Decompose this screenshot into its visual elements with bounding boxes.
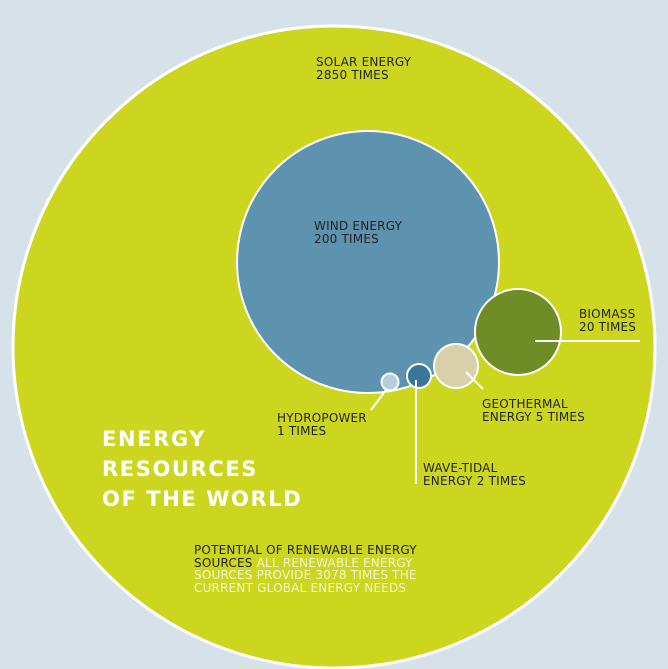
hydropower-circle — [380, 372, 400, 392]
wind-circle — [236, 130, 500, 394]
title-line-3: OF THE WORLD — [102, 487, 303, 511]
hydropower-name: HYDROPOWER — [277, 411, 367, 425]
solar-value: 2850 TIMES — [316, 68, 389, 82]
hydropower-leader-line — [370, 389, 387, 411]
biomass-label: BIOMASS 20 TIMES — [579, 308, 636, 334]
diagram-title: ENERGY RESOURCES OF THE WORLD — [102, 424, 302, 514]
geothermal-value: ENERGY 5 TIMES — [482, 410, 585, 424]
biomass-circle — [474, 288, 562, 376]
note-text: ALL RENEWABLE ENERGY SOURCES PROVIDE 307… — [194, 555, 417, 595]
wave-tidal-name: WAVE-TIDAL — [423, 461, 498, 475]
wind-name: WIND ENERGY — [314, 219, 403, 233]
title-line-1: ENERGY — [102, 427, 207, 451]
wind-value: 200 TIMES — [314, 232, 379, 246]
geothermal-circle — [433, 343, 479, 389]
solar-label: SOLAR ENERGY 2850 TIMES — [316, 56, 411, 82]
wave-tidal-circle — [406, 363, 432, 389]
wind-label: WIND ENERGY 200 TIMES — [314, 220, 402, 246]
hydropower-value: 1 TIMES — [277, 424, 327, 438]
geothermal-leader-line — [465, 371, 484, 390]
geothermal-name: GEOTHERMAL — [482, 397, 568, 411]
hydropower-label: HYDROPOWER 1 TIMES — [277, 412, 367, 438]
biomass-value: 20 TIMES — [579, 320, 637, 334]
renewable-potential-note: POTENTIAL OF RENEWABLE ENERGY SOURCES AL… — [194, 544, 464, 594]
wave-tidal-value: ENERGY 2 TIMES — [423, 474, 526, 488]
wave-tidal-label: WAVE-TIDAL ENERGY 2 TIMES — [423, 462, 526, 488]
biomass-name: BIOMASS — [579, 307, 636, 321]
note-heading: POTENTIAL OF RENEWABLE ENERGY SOURCES — [194, 543, 417, 570]
title-line-2: RESOURCES — [102, 457, 258, 481]
solar-name: SOLAR ENERGY — [316, 55, 412, 69]
geothermal-label: GEOTHERMAL ENERGY 5 TIMES — [482, 398, 585, 424]
